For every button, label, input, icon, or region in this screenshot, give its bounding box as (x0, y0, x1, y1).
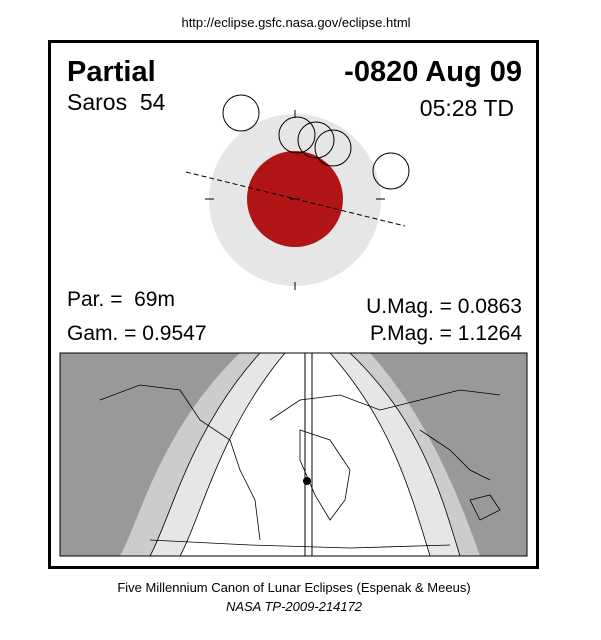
moon-position (297, 121, 335, 159)
source-url: http://eclipse.gsfc.nasa.gov/eclipse.htm… (181, 15, 410, 30)
eclipse-type: Partial (67, 56, 156, 88)
param-gam: Gam. = 0.9547 (67, 322, 207, 345)
param-umag: U.Mag. = 0.0863 (366, 295, 522, 318)
param-par: Par. = 69m (67, 288, 175, 311)
canon-credit: Five Millennium Canon of Lunar Eclipses … (117, 580, 470, 595)
publication-ref: NASA TP-2009-214172 (226, 599, 363, 614)
param-pmag: P.Mag. = 1.1264 (370, 322, 522, 345)
time: 05:28 TD (420, 95, 514, 121)
map-border (59, 352, 528, 557)
moon-position (278, 116, 316, 154)
visibility-map (59, 352, 528, 557)
moon-position (372, 152, 410, 190)
moon-position (314, 129, 352, 167)
eclipse-date: -0820 Aug 09 (344, 56, 522, 88)
moon-position (222, 94, 260, 132)
eclipse-geometry (185, 94, 410, 290)
zenith-point (303, 477, 311, 485)
saros: Saros 54 (67, 89, 166, 115)
